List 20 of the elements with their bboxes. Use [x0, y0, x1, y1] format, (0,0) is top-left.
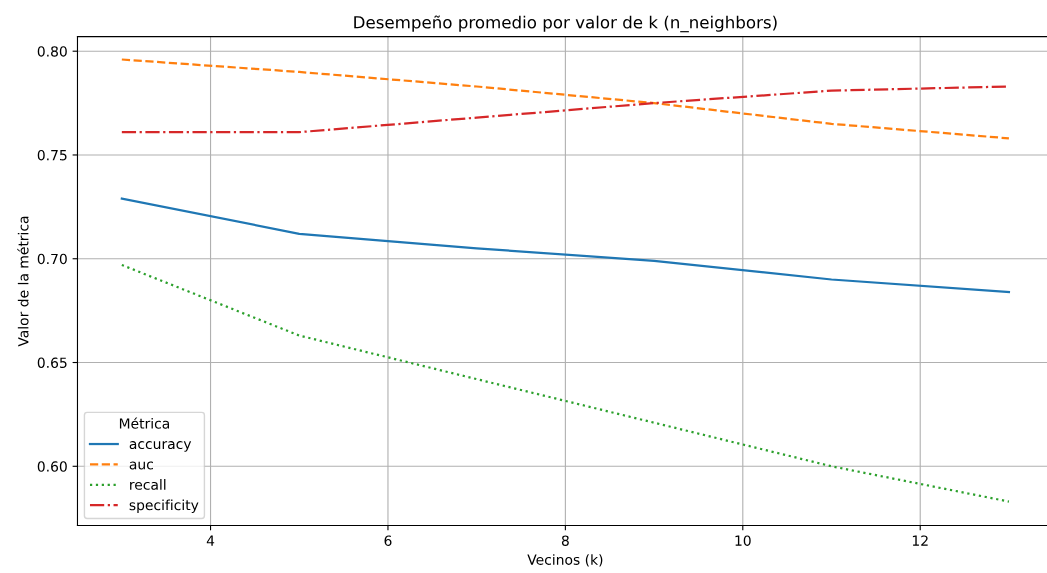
y-tick-label: 0.60 [37, 461, 67, 472]
y-tick-label: 0.65 [37, 357, 67, 368]
legend-label: auc [129, 461, 153, 470]
x-tick-label: 4 [206, 535, 215, 546]
y-tick-label: 0.75 [37, 149, 67, 161]
x-tick-label: 6 [384, 535, 392, 546]
y-tick-label: 0.80 [37, 46, 67, 57]
legend-title: Métrica [119, 417, 170, 429]
legend-label: recall [130, 479, 166, 490]
line-series [120, 197, 1011, 294]
chart-title: Desempeño promedio por valor de k (n_neighbors) [354, 15, 777, 33]
x-tick-label: 10 [735, 535, 751, 546]
x-tick-label: 12 [912, 535, 928, 546]
legend-label: specificity [129, 499, 199, 513]
y-tick-label: 0.70 [37, 253, 67, 265]
x-tick-label: 8 [561, 535, 569, 546]
line-series [120, 58, 1011, 140]
legend-label: accuracy [129, 441, 192, 452]
y-axis-title: Valor de la métrica [17, 216, 29, 347]
x-axis-title: Vecinos (k) [527, 554, 603, 567]
